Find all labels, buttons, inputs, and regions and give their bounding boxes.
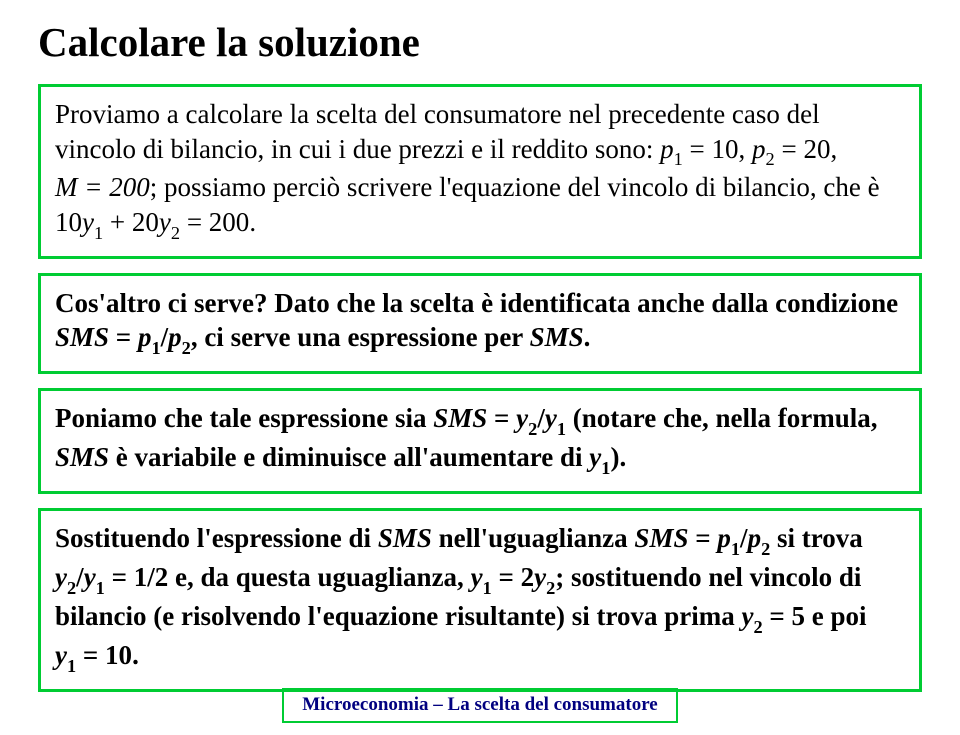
var-sms: SMS	[530, 322, 584, 352]
text: = 20,	[775, 134, 837, 164]
var-y: y	[589, 442, 601, 472]
var-sms: SMS	[55, 322, 109, 352]
equation-m: M = 200	[55, 172, 150, 202]
sub-2: 2	[171, 223, 180, 243]
sub-2: 2	[67, 578, 76, 598]
var-y: y	[534, 562, 546, 592]
var-y: y	[516, 403, 528, 433]
text: ).	[610, 442, 626, 472]
text: è variabile e diminuisce all'aumentare d…	[109, 442, 589, 472]
equation-budget: 10y1 + 20y2 = 200	[55, 207, 249, 237]
sub-1: 1	[557, 419, 566, 439]
text: Sostituendo l'espressione di	[55, 523, 378, 553]
text: 10	[55, 207, 82, 237]
var-p: p	[717, 523, 731, 553]
text: = 1/2	[105, 562, 168, 592]
var-p: p	[752, 134, 766, 164]
text: e poi	[812, 601, 867, 631]
equation-sms-pp: SMS = p1/p2	[634, 523, 770, 553]
slide: Calcolare la soluzione Proviamo a calcol…	[0, 0, 960, 735]
equation-sms-yy: SMS = y2/y1	[433, 403, 566, 433]
var-sms: SMS	[378, 523, 432, 553]
sub-2: 2	[528, 419, 537, 439]
slash: /	[76, 562, 84, 592]
text: = 200	[180, 207, 249, 237]
equation-y2-5: y2 = 5	[741, 601, 805, 631]
box-question: Cos'altro ci serve? Dato che la scelta è…	[38, 273, 922, 374]
sub-1: 1	[96, 578, 105, 598]
slide-title: Calcolare la soluzione	[38, 18, 922, 66]
var-p: p	[660, 134, 674, 164]
var-y: y	[159, 207, 171, 237]
var-p: p	[168, 322, 182, 352]
footer: Microeconomia – La scelta del consumator…	[0, 688, 960, 723]
var-sms: SMS	[55, 442, 109, 472]
question: Cos'altro ci serve?	[55, 288, 274, 318]
text: nell'uguaglianza	[432, 523, 635, 553]
text: = 2	[492, 562, 534, 592]
sub-1: 1	[674, 149, 683, 169]
var-y: y	[84, 562, 96, 592]
sub-1: 1	[601, 458, 610, 478]
text: Dato che la scelta è identificata anche …	[274, 288, 898, 318]
slash: /	[161, 322, 169, 352]
var-sms: SMS	[634, 523, 688, 553]
var-y: y	[55, 562, 67, 592]
box-expression: Poniamo che tale espressione sia SMS = y…	[38, 388, 922, 494]
footer-left: Microeconomia	[302, 694, 428, 715]
equation-p2: p2 = 20,	[752, 134, 837, 164]
sub-1: 1	[94, 223, 103, 243]
footer-right: La scelta del consumatore	[448, 694, 658, 715]
text: .	[249, 207, 256, 237]
var-y: y	[471, 562, 483, 592]
sub-2: 2	[546, 578, 555, 598]
text: si trova	[777, 523, 863, 553]
text: , ci serve una espressione per	[191, 322, 530, 352]
text: ; possiamo perciò scrivere l'equazione d…	[150, 172, 880, 202]
var-p: p	[138, 322, 152, 352]
equation-sms-pp: SMS = p1/p2	[55, 322, 191, 352]
text: = 10,	[683, 134, 752, 164]
text: .	[132, 640, 139, 670]
text: = 5	[763, 601, 805, 631]
text: + 20	[103, 207, 159, 237]
eq-sign: =	[487, 403, 516, 433]
sub-2: 2	[753, 617, 762, 637]
equation-p1: p1 = 10,	[660, 134, 752, 164]
var-y: y	[741, 601, 753, 631]
var-sms: SMS	[433, 403, 487, 433]
sub-2: 2	[182, 338, 191, 358]
eq-sign: =	[109, 322, 138, 352]
sub-1: 1	[483, 578, 492, 598]
text: Poniamo che tale espressione sia	[55, 403, 433, 433]
text: .	[584, 322, 591, 352]
equation-yy-half: y2/y1 = 1/2	[55, 562, 168, 592]
footer-box: Microeconomia – La scelta del consumator…	[282, 688, 678, 723]
footer-sep: –	[429, 694, 448, 715]
sub-2: 2	[761, 539, 770, 559]
sub-1: 1	[151, 338, 160, 358]
slash: /	[740, 523, 748, 553]
var-y: y	[545, 403, 557, 433]
var-y: y	[82, 207, 94, 237]
var-p: p	[748, 523, 762, 553]
text: = 10	[76, 640, 132, 670]
var-y: y	[55, 640, 67, 670]
sub-1: 1	[731, 539, 740, 559]
slash: /	[537, 403, 545, 433]
sub-2: 2	[766, 149, 775, 169]
text: (notare che, nella formula,	[573, 403, 878, 433]
eq-sign: =	[688, 523, 717, 553]
box-substitution: Sostituendo l'espressione di SMS nell'ug…	[38, 508, 922, 692]
equation-y1-10: y1 = 10	[55, 640, 132, 670]
text: e, da questa uguaglianza,	[175, 562, 471, 592]
equation-y1-2y2: y1 = 2y2	[471, 562, 556, 592]
sub-1: 1	[67, 656, 76, 676]
box-premise: Proviamo a calcolare la scelta del consu…	[38, 84, 922, 259]
